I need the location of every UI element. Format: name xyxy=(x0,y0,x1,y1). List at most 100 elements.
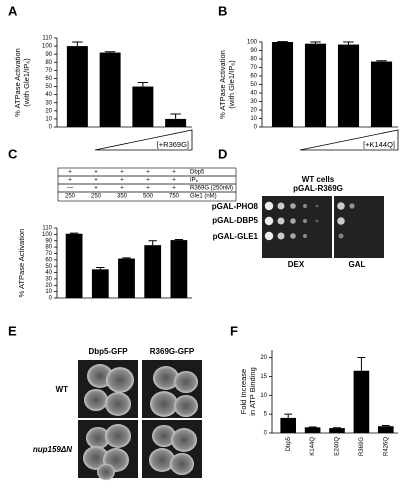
bar xyxy=(99,52,121,127)
y-tick-label: 80 xyxy=(45,60,52,66)
y-tick-label: 90 xyxy=(45,52,52,58)
table-cell: + xyxy=(172,178,176,184)
panel-label: B xyxy=(218,3,227,18)
spot-assay: WT cells pGAL-R369G DEX GAL pGAL-PHO8 pG… xyxy=(212,175,384,269)
error-bar xyxy=(310,41,321,44)
bar xyxy=(165,118,187,127)
colony-spot xyxy=(264,231,274,241)
table-cell: 250 xyxy=(91,194,102,200)
error-bar xyxy=(343,41,354,45)
y-tick-label: 30 xyxy=(45,100,52,106)
colony-spot xyxy=(277,232,285,240)
y-tick-label: 80 xyxy=(45,245,52,251)
colony-spot xyxy=(277,202,285,210)
y-tick-label: 30 xyxy=(250,99,257,105)
bar xyxy=(280,417,297,433)
colony-spot xyxy=(315,204,319,208)
colony-spot xyxy=(290,203,296,209)
x-tick-label: R426Q xyxy=(383,437,389,456)
colony-spot xyxy=(302,233,308,239)
row-label: pGAL-DBP5 xyxy=(212,216,258,225)
y-tick-label: 5 xyxy=(264,412,268,418)
row-label: R369G (250nM) xyxy=(190,186,233,192)
cell xyxy=(152,424,176,448)
y-axis-label: % ATPase Activation xyxy=(218,50,227,119)
bar xyxy=(304,427,321,433)
y-tick-label: 20 xyxy=(250,108,257,114)
error-bar xyxy=(72,41,83,47)
x-tick-label: R369G xyxy=(359,437,365,456)
cell xyxy=(105,392,131,416)
table-cell: 250 xyxy=(65,194,76,200)
y-tick-label: 20 xyxy=(260,355,267,361)
x-tick-label: Dbp5 xyxy=(286,436,292,451)
panel-label: C xyxy=(8,146,18,161)
y-tick-label: 0 xyxy=(49,125,53,131)
colony-spot xyxy=(290,218,296,224)
concentration-wedge xyxy=(299,129,399,151)
table-cell: + xyxy=(172,170,176,176)
colony-spot xyxy=(338,233,344,239)
table-cell: 750 xyxy=(169,194,180,200)
bar xyxy=(329,428,345,433)
y-tick-label: 70 xyxy=(45,251,52,257)
cell xyxy=(149,448,175,472)
row-label: nup159ΔN xyxy=(33,445,72,454)
colony-spot xyxy=(315,219,319,223)
error-bar xyxy=(122,257,131,259)
error-bar xyxy=(376,60,387,62)
error-bar xyxy=(284,413,293,418)
y-axis-label: in ATP Binding xyxy=(248,367,257,416)
column-label: GAL xyxy=(349,260,366,269)
y-tick-label: 100 xyxy=(247,40,258,46)
y-tick-label: 20 xyxy=(45,108,52,114)
annotation: [+R369G] xyxy=(157,140,189,149)
error-bar xyxy=(170,113,181,119)
cell xyxy=(84,388,108,412)
table-cell: + xyxy=(120,186,124,192)
table-cell: + xyxy=(94,186,98,192)
colony-spot xyxy=(264,216,274,226)
condition-table: + + + + + Dbp5 + + + + + IP₆ — + + + + R369G (250nM) 250 25… xyxy=(57,167,237,202)
y-tick-label: 15 xyxy=(260,374,267,380)
y-tick-label: 40 xyxy=(45,270,52,276)
y-axis-label: % ATPase Activation xyxy=(13,48,22,117)
table-cell: + xyxy=(120,178,124,184)
cell xyxy=(86,426,110,450)
cell xyxy=(170,452,194,476)
table-cell: + xyxy=(68,170,72,176)
error-bar xyxy=(137,82,149,87)
error-bar xyxy=(104,51,116,53)
colony-spot xyxy=(302,218,308,224)
row-label: WT xyxy=(56,385,69,394)
column-label: Dbp5-GFP xyxy=(88,347,128,356)
cell xyxy=(105,424,131,448)
colony-spot xyxy=(302,203,308,209)
error-bar xyxy=(148,240,157,246)
cell xyxy=(97,463,115,481)
error-bar xyxy=(96,266,105,270)
annotation: [+K144Q] xyxy=(363,140,395,149)
error-bar xyxy=(357,357,366,371)
y-tick-label: 10 xyxy=(45,116,52,122)
bar xyxy=(370,61,393,127)
concentration-wedge xyxy=(94,129,193,151)
colony-spot xyxy=(337,217,345,225)
y-tick-label: 60 xyxy=(45,76,52,82)
table-frame xyxy=(57,167,237,202)
y-axis-label: Fold Increase xyxy=(239,369,248,414)
colony-spot xyxy=(290,233,296,239)
table-cell: 350 xyxy=(117,194,128,200)
bar xyxy=(144,245,162,298)
cell xyxy=(171,428,197,452)
colony-spot xyxy=(337,202,345,210)
table-cell: + xyxy=(172,186,176,192)
y-tick-label: 10 xyxy=(260,393,267,399)
bar xyxy=(118,258,135,298)
panel-label: A xyxy=(8,3,18,18)
y-tick-label: 50 xyxy=(45,84,52,90)
y-tick-label: 0 xyxy=(254,125,258,131)
y-tick-label: 70 xyxy=(250,65,257,71)
